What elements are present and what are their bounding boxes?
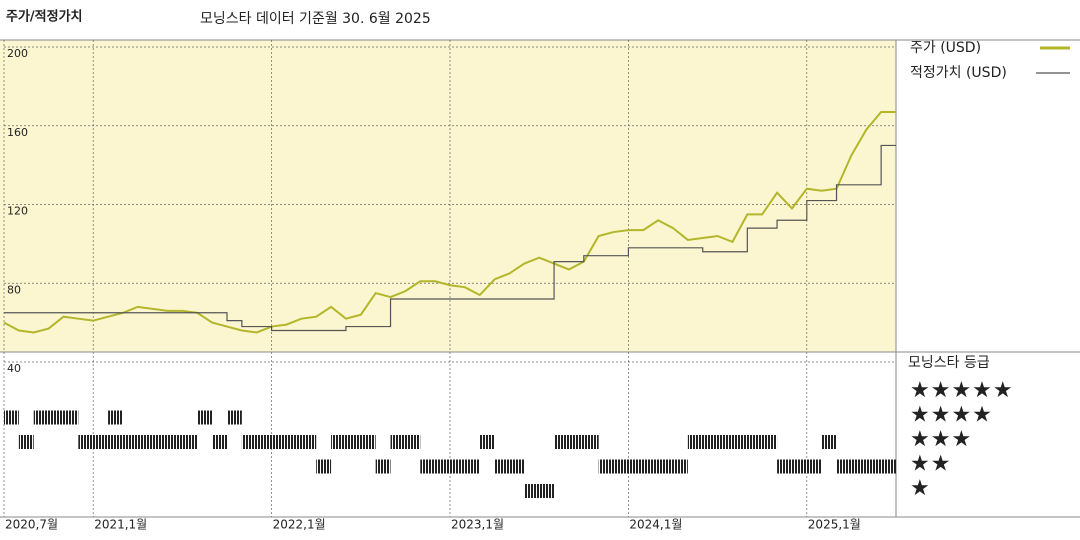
x-tick-label: 2025,1월	[808, 518, 861, 532]
rating-band	[524, 484, 555, 498]
rating-band	[836, 459, 896, 474]
rating-label: ★★★★★	[910, 378, 1014, 403]
rating-band	[108, 410, 123, 425]
legend-label: 적정가치 (USD)	[910, 65, 1007, 81]
x-tick-label: 2024,1월	[629, 518, 682, 532]
rating-band	[598, 459, 688, 474]
rating-band	[494, 459, 525, 474]
rating-band	[212, 435, 227, 449]
y-tick-label: 120	[7, 205, 28, 218]
rating-band	[4, 410, 19, 425]
rating-band	[33, 410, 79, 425]
rating-label: ★★★	[910, 427, 972, 452]
rating-band	[197, 410, 213, 425]
rating-band	[554, 435, 599, 449]
rating-label: ★	[910, 476, 931, 501]
rating-band	[18, 435, 34, 449]
series-line	[3, 110, 896, 334]
rating-band	[420, 459, 480, 474]
rating-band	[821, 435, 837, 449]
y-tick-label: 200	[7, 47, 28, 60]
series-line	[4, 144, 896, 332]
y-tick-label: 160	[7, 126, 28, 139]
rating-title: 모닝스타 등급	[908, 355, 990, 371]
y-tick-label: 40	[7, 362, 21, 375]
rating-band	[331, 435, 376, 449]
legend-label: 주가 (USD)	[910, 40, 981, 56]
x-tick-label: 2022,1월	[273, 518, 326, 532]
rating-band	[227, 410, 242, 425]
plot-background	[0, 40, 896, 352]
rating-band	[78, 435, 198, 449]
rating-band	[390, 435, 421, 449]
rating-label: ★★★★	[910, 403, 993, 428]
rating-band	[479, 435, 495, 449]
x-tick-label: 2021,1월	[94, 518, 147, 532]
y-tick-label: 80	[7, 283, 21, 296]
rating-label: ★★	[910, 452, 951, 477]
chart-subtitle: 모닝스타 데이터 기준월 30. 6월 2025	[200, 11, 431, 27]
chart-title: 주가/적정가치	[6, 9, 83, 25]
rating-band	[316, 459, 332, 474]
rating-band	[777, 459, 822, 474]
rating-band	[241, 435, 317, 449]
rating-band	[687, 435, 778, 449]
rating-band	[375, 459, 391, 474]
x-tick-label: 2023,1월	[451, 518, 504, 532]
x-tick-label: 2020,7월	[5, 518, 58, 532]
